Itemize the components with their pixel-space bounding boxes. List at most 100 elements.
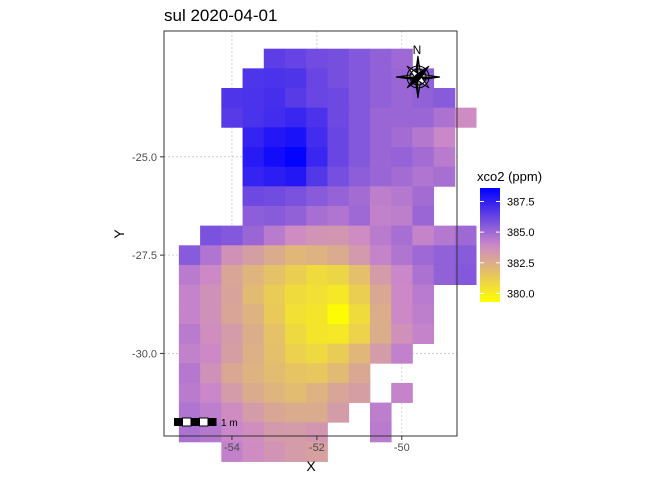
cell-r11-c7 — [327, 264, 350, 286]
cell-r3-c8 — [391, 107, 413, 128]
panel-border — [163, 30, 458, 437]
cell-r2-c2 — [263, 88, 286, 109]
legend-title: xco2 (ppm) — [477, 169, 542, 184]
scale-bar-label: 1 m — [221, 418, 238, 429]
cell-r12-c7 — [327, 284, 350, 305]
y-tick-label-2: -30.0 — [132, 348, 157, 360]
cell-r11-c13 — [454, 264, 477, 286]
cell-r14-c3 — [242, 323, 265, 344]
cell-r3-c9 — [412, 107, 435, 128]
cell-r10-c1 — [200, 245, 222, 266]
y-tick-label-0: -25.0 — [132, 152, 157, 164]
cell-r19-c1 — [200, 422, 222, 443]
cell-r5-c9 — [433, 147, 456, 168]
cell-r9-c3 — [263, 225, 286, 246]
cell-r12-c11 — [412, 284, 435, 305]
cell-r10-c0 — [178, 245, 201, 266]
cell-r13-c10 — [391, 304, 413, 325]
y-axis-ticks: -25.0 -27.5 -30.0 — [132, 152, 164, 360]
cell-r20-c4 — [306, 441, 328, 462]
cell-r17-c6 — [306, 382, 328, 403]
cell-r15-c6 — [306, 343, 328, 364]
cell-r6-c1 — [263, 166, 286, 187]
scale-bar: 1 m — [174, 417, 238, 429]
cell-r6-c4 — [327, 166, 350, 187]
cell-r20-c0 — [221, 441, 243, 462]
cell-r3-c11 — [454, 107, 477, 128]
cell-r12-c10 — [391, 284, 413, 305]
cell-r10-c12 — [433, 245, 456, 266]
x-tick-label-1: -52 — [309, 442, 325, 454]
cell-r1-c5 — [348, 68, 371, 89]
cell-r12-c2 — [221, 284, 243, 305]
cell-r5-c8 — [412, 147, 435, 168]
cell-r2-c8 — [391, 88, 413, 109]
cell-r9-c4 — [285, 225, 307, 246]
cell-r9-c8 — [369, 225, 392, 246]
legend-tick-label-3: 380.0 — [507, 288, 535, 300]
cell-r8-c1 — [263, 205, 286, 227]
cell-r9-c2 — [242, 225, 265, 246]
cell-r8-c8 — [412, 205, 435, 227]
cell-r15-c7 — [327, 343, 350, 364]
cell-r14-c2 — [221, 323, 243, 344]
cell-r11-c8 — [348, 264, 371, 286]
x-tick-label-2: -50 — [394, 442, 410, 454]
cell-r17-c4 — [263, 382, 286, 403]
cell-r14-c0 — [178, 323, 201, 344]
cell-r0-c1 — [285, 48, 307, 69]
cell-r9-c0 — [200, 225, 222, 246]
cell-r6-c7 — [391, 166, 413, 187]
cell-r14-c11 — [412, 323, 435, 344]
cell-r6-c0 — [242, 166, 265, 187]
cell-r1-c2 — [285, 68, 307, 89]
cell-r0-c4 — [348, 48, 371, 69]
cell-r15-c8 — [348, 343, 371, 364]
cell-r11-c0 — [178, 264, 201, 286]
cell-r3-c6 — [348, 107, 371, 128]
cell-r10-c5 — [285, 245, 307, 266]
cell-r7-c6 — [369, 186, 392, 207]
cell-r7-c0 — [242, 186, 265, 207]
cell-r9-c7 — [348, 225, 371, 246]
cell-r6-c3 — [306, 166, 328, 187]
cell-r4-c5 — [348, 127, 371, 148]
cell-r14-c6 — [306, 323, 328, 344]
xco2-cells — [178, 48, 477, 462]
cell-r2-c6 — [348, 88, 371, 109]
cell-r12-c8 — [348, 284, 371, 305]
cell-r13-c6 — [306, 304, 328, 325]
cell-r12-c1 — [200, 284, 222, 305]
cell-r16-c5 — [285, 363, 307, 384]
chart-title: sul 2020-04-01 — [164, 6, 278, 25]
cell-r14-c4 — [263, 323, 286, 344]
cell-r16-c2 — [221, 363, 243, 384]
legend-tick-label-1: 385.0 — [507, 227, 535, 239]
cell-r12-c3 — [242, 284, 265, 305]
cell-r9-c9 — [391, 225, 413, 246]
north-arrow-label: N — [413, 43, 422, 57]
cell-r0-c0 — [263, 48, 286, 69]
cell-r11-c5 — [285, 264, 307, 286]
cell-r19-c3 — [242, 422, 265, 443]
cell-r10-c2 — [221, 245, 243, 266]
cell-r18-c4 — [263, 402, 286, 423]
cell-r6-c9 — [433, 166, 456, 187]
cell-r11-c10 — [391, 264, 413, 286]
cell-r17-c5 — [285, 382, 307, 403]
cell-r3-c10 — [433, 107, 456, 128]
cell-r11-c6 — [306, 264, 328, 286]
x-axis-ticks: -54 -52 -50 — [224, 436, 410, 454]
cell-r8-c7 — [391, 205, 413, 227]
cell-r15-c5 — [285, 343, 307, 364]
cell-r2-c3 — [285, 88, 307, 109]
cell-r18-c3 — [242, 402, 265, 423]
y-tick-label-1: -27.5 — [132, 250, 157, 262]
cell-r0-c6 — [391, 48, 413, 69]
cell-r19-c4 — [263, 422, 286, 443]
cell-r2-c4 — [306, 88, 328, 109]
cell-r11-c1 — [200, 264, 222, 286]
cell-r16-c6 — [306, 363, 328, 384]
cell-r12-c4 — [263, 284, 286, 305]
cell-r17-c8 — [348, 382, 371, 403]
